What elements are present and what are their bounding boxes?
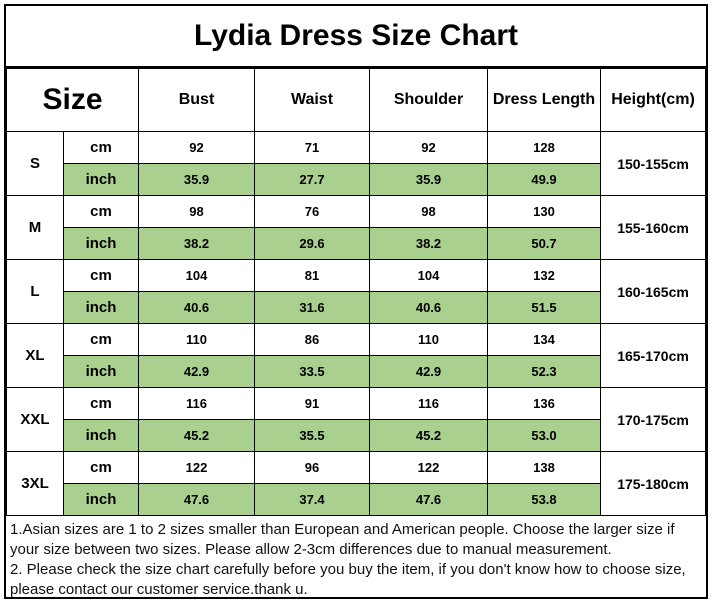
measurement-value: 40.6 <box>369 291 488 324</box>
size-label: 3XL <box>6 451 64 516</box>
measurement-value: 49.9 <box>487 163 601 196</box>
unit-label: inch <box>63 483 139 516</box>
measurement-value: 42.9 <box>138 355 255 388</box>
measurement-value: 42.9 <box>369 355 488 388</box>
table-row: inch 42.9 33.5 42.9 52.3 <box>7 355 706 388</box>
measurement-value: 38.2 <box>138 227 255 260</box>
size-label: M <box>6 195 64 260</box>
measurement-value: 38.2 <box>369 227 488 260</box>
measurement-value: 76 <box>254 195 370 228</box>
column-header-waist: Waist <box>254 68 370 132</box>
size-label: S <box>6 131 64 196</box>
height-range: 165-170cm <box>600 323 706 388</box>
measurement-value: 98 <box>138 195 255 228</box>
measurement-value: 53.8 <box>487 483 601 516</box>
measurement-value: 92 <box>138 131 255 164</box>
table-row: inch 40.6 31.6 40.6 51.5 <box>7 291 706 324</box>
table-row: L cm 104 81 104 132 160-165cm <box>6 259 706 324</box>
unit-label: inch <box>63 291 139 324</box>
title-bar: Lydia Dress Size Chart <box>6 6 706 68</box>
unit-label: inch <box>63 163 139 196</box>
measurement-value: 47.6 <box>369 483 488 516</box>
measurement-value: 104 <box>138 259 255 292</box>
measurement-value: 35.9 <box>369 163 488 196</box>
column-header-height: Height(cm) <box>600 68 706 132</box>
measurement-value: 51.5 <box>487 291 601 324</box>
measurement-value: 128 <box>487 131 601 164</box>
unit-label: cm <box>63 195 139 228</box>
measurement-value: 31.6 <box>254 291 370 324</box>
measurement-value: 134 <box>487 323 601 356</box>
unit-label: inch <box>63 227 139 260</box>
size-table: Size Bust Waist Shoulder Dress Length He… <box>6 68 706 516</box>
measurement-value: 45.2 <box>138 419 255 452</box>
table-row: S cm 92 71 92 128 150-155cm <box>6 131 706 196</box>
column-header-shoulder: Shoulder <box>369 68 488 132</box>
chart-title: Lydia Dress Size Chart <box>193 19 518 52</box>
measurement-value: 37.4 <box>254 483 370 516</box>
measurement-value: 35.5 <box>254 419 370 452</box>
unit-label: cm <box>63 323 139 356</box>
column-header-dress-length: Dress Length <box>487 68 601 132</box>
unit-label: inch <box>63 355 139 388</box>
measurement-value: 116 <box>138 387 255 420</box>
unit-label: cm <box>63 131 139 164</box>
size-label: L <box>6 259 64 324</box>
size-label: XXL <box>6 387 64 452</box>
measurement-value: 98 <box>369 195 488 228</box>
height-range: 150-155cm <box>600 131 706 196</box>
column-header-bust: Bust <box>138 68 255 132</box>
measurement-value: 71 <box>254 131 370 164</box>
table-row: inch 47.6 37.4 47.6 53.8 <box>7 483 706 516</box>
footnote-sizing: 1.Asian sizes are 1 to 2 sizes smaller t… <box>10 521 675 558</box>
measurement-value: 81 <box>254 259 370 292</box>
unit-label: cm <box>63 451 139 484</box>
table-row: inch 45.2 35.5 45.2 53.0 <box>7 419 706 452</box>
measurement-value: 53.0 <box>487 419 601 452</box>
unit-label: cm <box>63 387 139 420</box>
measurement-value: 52.3 <box>487 355 601 388</box>
measurement-value: 130 <box>487 195 601 228</box>
measurement-value: 29.6 <box>254 227 370 260</box>
height-range: 170-175cm <box>600 387 706 452</box>
height-range: 155-160cm <box>600 195 706 260</box>
table-row: inch 35.9 27.7 35.9 49.9 <box>7 163 706 196</box>
table-row: inch 38.2 29.6 38.2 50.7 <box>7 227 706 260</box>
measurement-value: 35.9 <box>138 163 255 196</box>
measurement-value: 110 <box>138 323 255 356</box>
measurement-value: 110 <box>369 323 488 356</box>
size-chart-frame: Lydia Dress Size Chart Size Bust Waist S… <box>4 4 708 599</box>
measurement-value: 122 <box>369 451 488 484</box>
measurement-value: 132 <box>487 259 601 292</box>
measurement-value: 104 <box>369 259 488 292</box>
measurement-value: 138 <box>487 451 601 484</box>
footnotes: 1.Asian sizes are 1 to 2 sizes smaller t… <box>6 516 706 600</box>
measurement-value: 50.7 <box>487 227 601 260</box>
header-row: Size Bust Waist Shoulder Dress Length He… <box>6 68 706 132</box>
measurement-value: 86 <box>254 323 370 356</box>
measurement-value: 27.7 <box>254 163 370 196</box>
table-row: XXL cm 116 91 116 136 170-175cm <box>6 387 706 452</box>
measurement-value: 91 <box>254 387 370 420</box>
measurement-value: 92 <box>369 131 488 164</box>
height-range: 160-165cm <box>600 259 706 324</box>
size-label: XL <box>6 323 64 388</box>
unit-label: cm <box>63 259 139 292</box>
measurement-value: 47.6 <box>138 483 255 516</box>
table-row: XL cm 110 86 110 134 165-170cm <box>6 323 706 388</box>
measurement-value: 122 <box>138 451 255 484</box>
table-row: 3XL cm 122 96 122 138 175-180cm <box>6 451 706 516</box>
measurement-value: 45.2 <box>369 419 488 452</box>
column-header-size: Size <box>6 68 139 132</box>
measurement-value: 116 <box>369 387 488 420</box>
measurement-value: 33.5 <box>254 355 370 388</box>
footnote-service: 2. Please check the size chart carefully… <box>10 561 686 598</box>
measurement-value: 136 <box>487 387 601 420</box>
height-range: 175-180cm <box>600 451 706 516</box>
table-row: M cm 98 76 98 130 155-160cm <box>6 195 706 260</box>
unit-label: inch <box>63 419 139 452</box>
measurement-value: 40.6 <box>138 291 255 324</box>
measurement-value: 96 <box>254 451 370 484</box>
